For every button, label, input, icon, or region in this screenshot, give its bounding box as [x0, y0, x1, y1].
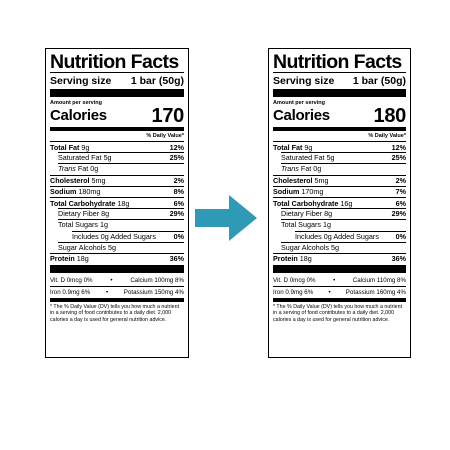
label-title: Nutrition Facts	[50, 51, 179, 73]
serving-size-label: Serving size	[50, 75, 112, 87]
vitamin-d: Vit. D 0mcg 0%	[273, 277, 316, 285]
nutrient-row-trans-fat: Trans Fat 0g	[50, 163, 184, 174]
serving-size-value: 1 bar (50g)	[130, 75, 184, 87]
calories-label: Calories	[273, 107, 330, 124]
amount-per-serving: Amount per serving	[273, 100, 325, 106]
calcium: Calcium 110mg 8%	[352, 277, 406, 285]
nutrient-row-saturated-fat: Saturated Fat 5g 25%	[273, 152, 406, 163]
divider-thick	[273, 265, 406, 274]
nutrient-row-protein: Protein 18g 36%	[50, 252, 184, 264]
serving-size-label: Serving size	[273, 75, 335, 87]
nutrient-row-added-sugars: Includes 0g Added Sugars 0%	[273, 230, 406, 242]
calories-label: Calories	[50, 107, 107, 124]
calories-value: 180	[373, 105, 407, 127]
nutrition-label-after: Nutrition Facts Serving size 1 bar (50g)…	[268, 48, 411, 358]
divider-medium	[273, 127, 406, 131]
nutrient-row-protein: Protein 18g 36%	[273, 252, 406, 264]
footnote: * The % Daily Value (DV) tells you how m…	[273, 304, 403, 323]
divider-thick	[50, 265, 184, 274]
micronutrient-row: Vit. D 0mcg 0% • Calcium 100mg 8%	[50, 275, 184, 286]
nutrient-row-cholesterol: Cholesterol 5mg 2%	[273, 174, 406, 186]
calcium: Calcium 100mg 8%	[130, 277, 184, 285]
calories-row: Calories 180	[273, 106, 406, 126]
nutrient-row-total-fat: Total Fat 9g 12%	[50, 141, 184, 152]
potassium: Potassium 160mg 4%	[345, 288, 406, 296]
calories-value: 170	[151, 105, 185, 127]
micronutrient-row: Vit. D 0mcg 0% • Calcium 110mg 8%	[273, 275, 406, 286]
nutrient-row-total-sugars: Total Sugars 1g	[50, 219, 184, 230]
footnote: * The % Daily Value (DV) tells you how m…	[50, 304, 180, 323]
nutrient-row-total-carbohydrate: Total Carbohydrate 18g 6%	[50, 196, 184, 208]
bullet: •	[333, 277, 336, 285]
daily-value-header: % Daily Value*	[146, 133, 184, 139]
nutrient-row-saturated-fat: Saturated Fat 5g 25%	[50, 152, 184, 163]
divider	[273, 72, 406, 73]
nutrient-row-dietary-fiber: Dietary Fiber 8g 29%	[50, 208, 184, 219]
nutrient-row-total-carbohydrate: Total Carbohydrate 16g 6%	[273, 196, 406, 208]
divider-medium	[273, 298, 406, 303]
bullet: •	[328, 288, 331, 296]
iron: Iron 0.9mg 6%	[273, 288, 314, 296]
nutrient-row-total-sugars: Total Sugars 1g	[273, 219, 406, 230]
bullet: •	[105, 288, 109, 296]
micronutrient-row: Iron 0.9mg 6% • Potassium 150mg 4%	[50, 286, 184, 297]
nutrient-row-total-fat: Total Fat 9g 12%	[273, 141, 406, 152]
label-title: Nutrition Facts	[273, 51, 402, 73]
nutrient-row-dietary-fiber: Dietary Fiber 8g 29%	[273, 208, 406, 219]
arrow-shape	[195, 195, 257, 241]
serving-size: Serving size 1 bar (50g)	[50, 75, 184, 88]
bullet: •	[110, 277, 113, 285]
serving-size: Serving size 1 bar (50g)	[273, 75, 406, 88]
vitamin-d: Vit. D 0mcg 0%	[50, 277, 93, 285]
nutrient-row-sugar-alcohols: Sugar Alcohols 5g	[50, 241, 184, 253]
divider-medium	[50, 298, 184, 303]
serving-size-value: 1 bar (50g)	[352, 75, 406, 87]
nutrient-row-added-sugars: Includes 0g Added Sugars 0%	[50, 230, 184, 242]
nutrient-row-sugar-alcohols: Sugar Alcohols 5g	[273, 241, 406, 253]
nutrient-row-sodium: Sodium 180mg 8%	[50, 185, 184, 197]
daily-value-header: % Daily Value*	[368, 133, 406, 139]
divider-medium	[50, 127, 184, 131]
calories-row: Calories 170	[50, 106, 184, 126]
nutrient-row-cholesterol: Cholesterol 5mg 2%	[50, 174, 184, 186]
nutrient-row-trans-fat: Trans Fat 0g	[273, 163, 406, 174]
divider-thick	[50, 89, 184, 97]
potassium: Potassium 150mg 4%	[123, 288, 184, 296]
divider-thick	[273, 89, 406, 97]
nutrient-row-sodium: Sodium 170mg 7%	[273, 185, 406, 197]
iron: Iron 0.9mg 6%	[50, 288, 91, 296]
micronutrient-row: Iron 0.9mg 6% • Potassium 160mg 4%	[273, 286, 406, 297]
amount-per-serving: Amount per serving	[50, 100, 102, 106]
arrow-right-icon	[195, 195, 257, 241]
divider	[50, 72, 184, 73]
nutrition-label-before: Nutrition Facts Serving size 1 bar (50g)…	[45, 48, 189, 358]
